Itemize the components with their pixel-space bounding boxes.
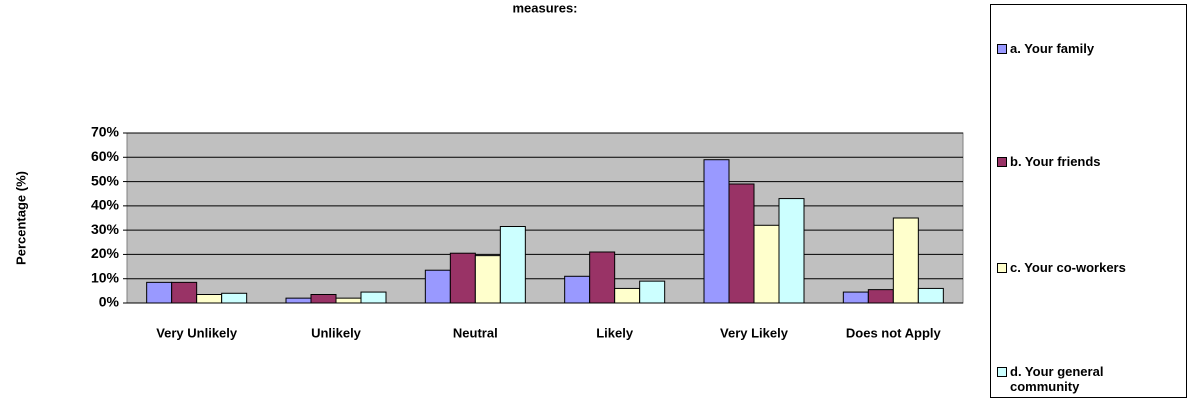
legend-swatch [997, 157, 1007, 167]
legend-swatch [997, 367, 1007, 377]
bar [892, 217, 919, 304]
legend-label: b. Your friends [1010, 154, 1101, 169]
y-tick-label: 0% [99, 294, 120, 310]
legend-label: a. Your family [1010, 41, 1095, 56]
legend-item: b. Your friends [997, 154, 1183, 169]
legend-label: d. Your general community [1010, 364, 1104, 394]
y-tick-label: 30% [91, 221, 120, 237]
bar [146, 281, 173, 304]
bar [614, 287, 641, 304]
bar [424, 269, 451, 304]
bar [221, 292, 248, 304]
y-axis-label: Percentage (%) [13, 171, 28, 265]
bar [310, 294, 337, 304]
legend-swatch [997, 263, 1007, 273]
chart: measures: Percentage (%) 0% 10% 20% 30% 40% 5… [13, 0, 964, 340]
bar [196, 294, 223, 304]
y-tick-label: 60% [91, 148, 120, 164]
x-tick-label: Neutral [453, 325, 498, 340]
bar [703, 159, 730, 304]
x-tick-label: Unlikely [311, 325, 362, 340]
bar [867, 289, 894, 304]
bar [449, 252, 476, 304]
bar [335, 297, 362, 304]
bar [778, 198, 805, 304]
y-tick-label: 70% [91, 124, 120, 140]
legend: a. Your family b. Your friends c. Your co-… [990, 4, 1187, 398]
x-tick-label: Does not Apply [846, 325, 942, 340]
legend-label: c. Your co-workers [1010, 260, 1126, 275]
bar [842, 291, 869, 304]
legend-item: c. Your co-workers [997, 260, 1183, 275]
y-tick-label: 40% [91, 197, 120, 213]
bar [753, 224, 780, 304]
chart-title: measures: [512, 0, 577, 15]
bar [171, 281, 198, 304]
y-tick-label: 50% [91, 172, 120, 188]
y-tick-label: 10% [91, 269, 120, 285]
plot-area [126, 132, 964, 304]
bar [564, 275, 591, 304]
bar [639, 280, 666, 304]
x-tick-label: Very Unlikely [156, 325, 238, 340]
legend-item: d. Your general community [997, 364, 1183, 394]
x-tick-label: Likely [596, 325, 634, 340]
bar [499, 226, 526, 304]
x-tick-label: Very Likely [720, 325, 789, 340]
bar [474, 255, 501, 304]
legend-item: a. Your family [997, 41, 1183, 56]
bar [589, 251, 616, 304]
bar [917, 287, 944, 304]
y-tick-label: 20% [91, 245, 120, 261]
bar [728, 183, 755, 304]
bar [285, 297, 312, 304]
legend-swatch [997, 44, 1007, 54]
bar [360, 291, 387, 304]
